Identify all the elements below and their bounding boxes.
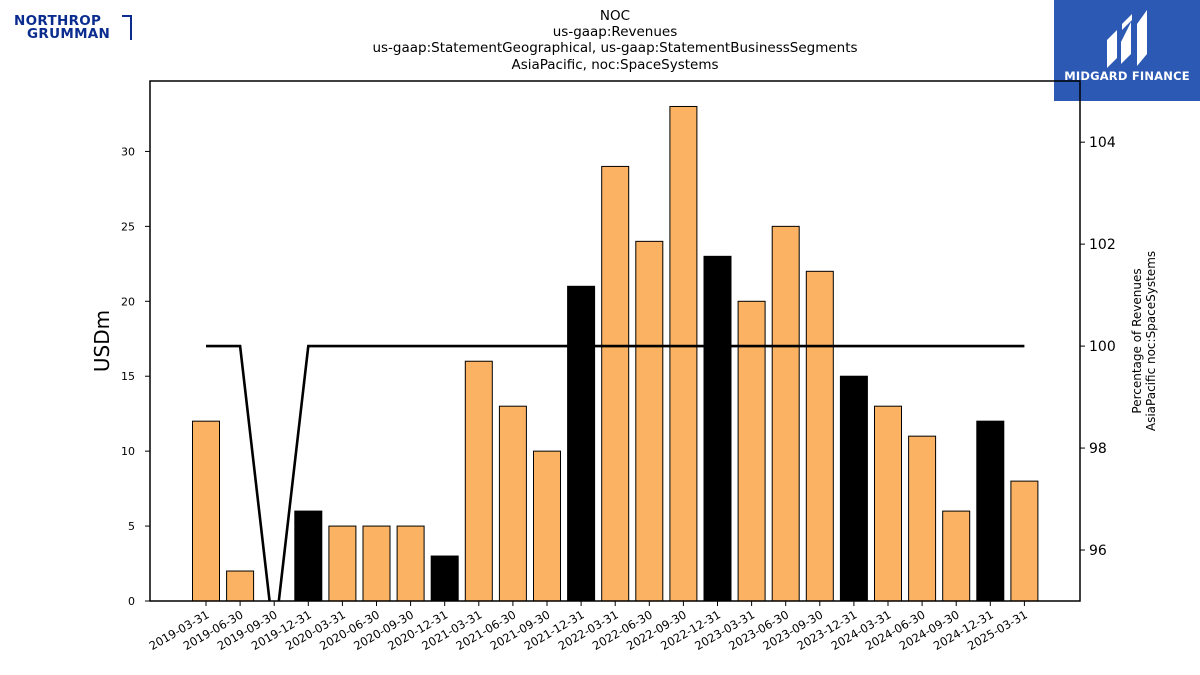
y2-axis-label-line-1: Percentage of Revenues [1130,268,1144,413]
percentage-line-series [206,344,1025,601]
y2-tick-label-104: 104 [1089,135,1116,151]
y-tick-label-30: 30 [121,145,135,158]
y2-tick-label-98: 98 [1089,441,1107,457]
bar-2019-03-31 [192,420,220,602]
y2-tick-label-102: 102 [1089,237,1116,253]
y2-axis-label-line-2: AsiaPacific noc:SpaceSystems [1144,251,1158,431]
bar-2022-03-31 [601,165,630,602]
title-line-1: NOC [600,8,630,24]
bar-2021-09-30 [533,450,561,602]
bar-2023-09-30 [805,270,834,602]
y-tick-label-5: 5 [128,520,135,533]
bar-2024-09-30 [942,510,971,602]
percentage-line [206,344,1025,601]
midgard-emblem-icon [1107,10,1147,68]
y-tick-label-25: 25 [121,220,135,233]
y-tick-label-0: 0 [128,595,135,608]
y2-tick-label-96: 96 [1089,543,1107,559]
bar-2024-03-31 [874,405,902,602]
bar-2020-12-31 [430,555,459,602]
chart-title: NOC us-gaap:Revenues us-gaap:StatementGe… [372,8,857,73]
bar-2024-12-31 [976,420,1005,602]
bar-2021-03-31 [464,360,493,602]
bar-2022-06-30 [635,240,664,602]
northrop-grumman-logo: NORTHROP GRUMMAN [14,13,136,43]
title-line-4: AsiaPacific, noc:SpaceSystems [511,57,718,73]
y2-axis-ticks: 96 98 100 102 104 [1080,135,1116,559]
bar-series [192,105,1039,602]
midgard-logo-text: MIDGARD FINANCE [1064,69,1190,83]
y-axis-ticks: 0 5 10 15 20 25 30 [121,145,150,608]
logo-bracket-mark [122,15,132,40]
bar-2024-06-30 [908,435,937,602]
title-line-2: us-gaap:Revenues [553,24,678,40]
y-tick-label-10: 10 [121,445,135,458]
bar-2020-06-30 [362,525,391,602]
y2-tick-label-100: 100 [1089,339,1116,355]
bar-2023-06-30 [771,225,800,602]
bar-2022-12-31 [703,255,732,602]
y-tick-label-20: 20 [121,295,135,308]
y-tick-label-15: 15 [121,370,135,383]
bar-2021-12-31 [567,285,596,602]
bar-2020-09-30 [396,525,425,602]
bar-2020-03-31 [328,525,357,602]
title-line-3: us-gaap:StatementGeographical, us-gaap:S… [372,40,857,56]
bar-2025-03-31 [1010,480,1039,602]
logo-line-2: GRUMMAN [27,26,111,42]
bar-2022-09-30 [669,105,698,602]
bar-2021-06-30 [498,405,527,602]
midgard-finance-logo: MIDGARD FINANCE [1054,0,1200,101]
y2-axis-label: Percentage of Revenues AsiaPacific noc:S… [1130,251,1158,431]
bar-2023-12-31 [839,375,868,602]
y-axis-label: USDm [90,310,114,372]
bar-2023-03-31 [737,300,766,602]
logo-line-1: NORTHROP [14,13,102,29]
x-axis-ticks: 2019-03-312019-06-302019-09-302019-12-31… [147,601,1030,653]
bar-2019-06-30 [226,570,255,602]
bar-2019-12-31 [294,510,323,602]
